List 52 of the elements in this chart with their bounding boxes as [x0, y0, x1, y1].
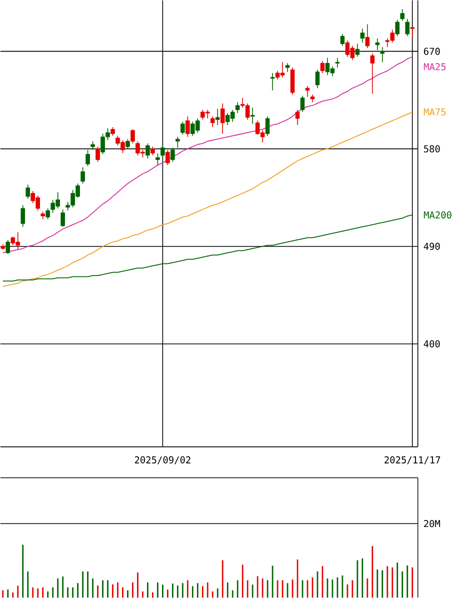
candlestick — [216, 108, 220, 126]
candlestick — [166, 150, 170, 166]
candlestick — [370, 53, 375, 94]
candlestick — [290, 67, 295, 96]
candlestick — [156, 152, 160, 166]
candlestick — [270, 72, 275, 91]
candlestick — [60, 209, 66, 228]
candlestick — [130, 128, 135, 144]
candlestick — [96, 146, 100, 162]
candlestick — [400, 8, 405, 22]
candlestick — [340, 34, 345, 46]
candlestick — [360, 28, 365, 44]
candlestick — [315, 69, 320, 89]
candlestick — [210, 116, 215, 128]
candlestick — [220, 102, 225, 134]
candlestick — [295, 109, 300, 126]
candlestick — [250, 107, 255, 124]
candlestick — [320, 60, 325, 74]
candlestick — [6, 239, 10, 254]
candlestick — [395, 19, 400, 37]
candlestick — [365, 24, 370, 48]
x-tick-label: 2025/11/17 — [384, 456, 440, 464]
series-label: MA25 — [424, 63, 446, 70]
y-tick-label: 20M — [424, 520, 440, 528]
x-tick-label: 2025/09/02 — [135, 456, 190, 464]
candlestick — [170, 147, 175, 162]
candlestick — [380, 46, 385, 63]
series-label: MA200 — [424, 211, 452, 219]
candlestick — [176, 136, 180, 148]
candlestick — [86, 150, 90, 167]
y-tick-label: 580 — [424, 145, 440, 152]
y-tick-label: 670 — [424, 48, 440, 55]
candlestick — [410, 27, 415, 38]
candlestick — [236, 102, 240, 114]
candlestick — [26, 184, 30, 200]
candlestick — [46, 208, 50, 220]
candlestick — [300, 95, 305, 112]
candlestick — [355, 43, 360, 58]
series-label: MA75 — [424, 108, 446, 116]
candlestick — [160, 145, 165, 159]
candlestick — [335, 57, 340, 68]
y-tick-label: 490 — [424, 242, 440, 250]
candlestick — [80, 166, 86, 184]
candlestick — [375, 38, 380, 51]
candlestick — [180, 121, 185, 136]
candlestick — [146, 143, 150, 159]
candlestick — [186, 116, 190, 138]
candlestick — [405, 18, 410, 37]
candlestick — [126, 138, 130, 150]
candlestick — [266, 116, 270, 136]
candlestick — [20, 204, 26, 228]
y-tick-label: 400 — [424, 340, 440, 348]
